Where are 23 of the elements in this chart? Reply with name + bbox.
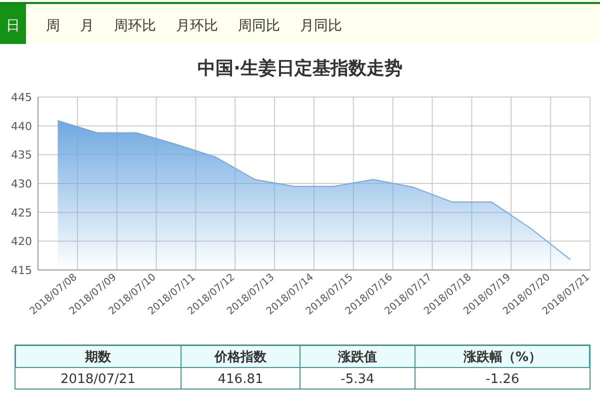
text: 日 <box>6 18 20 34</box>
y-tick-label: 425 <box>11 206 32 220</box>
text: 涨跌值 <box>337 350 377 365</box>
text: -5.34 <box>340 372 374 387</box>
y-tick-label: 430 <box>11 178 32 190</box>
chart-title: 中国·生姜日定基指数走势 <box>198 57 402 79</box>
text: 期数 <box>84 350 112 365</box>
text: 月环比 <box>176 18 218 34</box>
text: 月 <box>80 18 94 34</box>
text: 周 <box>46 18 60 34</box>
text: 2018/07/21 <box>60 372 136 387</box>
text: 涨跌幅（%） <box>462 350 542 365</box>
text: 周同比 <box>238 18 280 34</box>
y-tick-label: 445 <box>11 91 32 104</box>
text: 月同比 <box>300 18 342 34</box>
y-tick-label: 435 <box>11 148 32 162</box>
y-tick-label: 415 <box>11 264 32 277</box>
y-tick-label: 420 <box>11 235 32 248</box>
text: 416.81 <box>218 372 264 387</box>
text: 价格指数 <box>214 350 268 365</box>
text: -1.26 <box>486 372 520 387</box>
y-tick-label: 440 <box>11 120 32 133</box>
text: 周环比 <box>114 18 156 34</box>
